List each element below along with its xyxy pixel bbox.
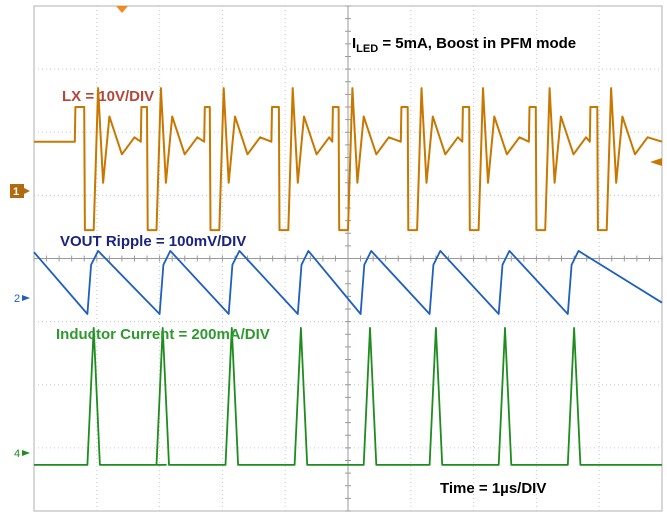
channel-4-marker: 4	[14, 448, 30, 460]
svg-text:1: 1	[13, 186, 19, 198]
waveform-traces	[33, 87, 663, 466]
trigger-marker-icon	[116, 6, 128, 13]
vout-label: VOUT Ripple = 100mV/DIV	[60, 233, 246, 250]
svg-text:4: 4	[14, 448, 20, 460]
time-scale-label: Time = 1µs/DIV	[440, 480, 546, 497]
channel-2-marker: 2	[14, 293, 30, 305]
channel-1-marker: 1	[10, 184, 30, 198]
graticule	[33, 5, 663, 512]
inductor-current-label: Inductor Current = 200mA/DIV	[56, 326, 270, 343]
lx-label: LX = 10V/DIV	[62, 88, 154, 105]
inductor-current-trace	[34, 327, 662, 466]
lx-trace	[34, 87, 663, 232]
vout-ripple-trace	[33, 250, 663, 315]
svg-text:2: 2	[14, 293, 20, 305]
chart-title: ILED = 5mA, Boost in PFM mode	[352, 35, 576, 55]
lx-level-marker-icon	[650, 158, 662, 166]
